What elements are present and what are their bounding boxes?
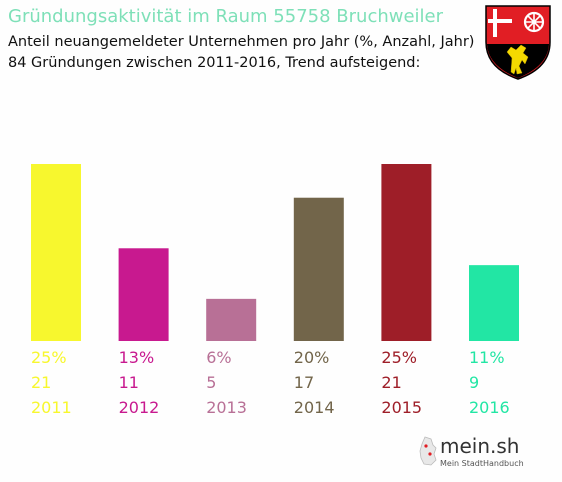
bar-year-label: 2013 bbox=[206, 398, 247, 417]
bar-2016 bbox=[469, 265, 519, 341]
brand-tagline: Mein StadtHandbuch bbox=[440, 459, 524, 468]
bar-year-label: 2016 bbox=[469, 398, 510, 417]
bar-count-label: 5 bbox=[206, 373, 217, 392]
bar-year-label: 2014 bbox=[293, 398, 335, 417]
bar-year-label: 2012 bbox=[118, 398, 160, 417]
bar-percent-label: 11% bbox=[469, 348, 505, 367]
bar-count-label: 21 bbox=[381, 373, 402, 392]
bar-2012 bbox=[118, 248, 169, 341]
bar-2013 bbox=[206, 298, 257, 341]
bar-2015 bbox=[381, 164, 432, 341]
brand-logo[interactable]: mein.sh Mein StadtHandbuch bbox=[418, 430, 528, 476]
chart-title: Gründungsaktivität im Raum 55758 Bruchwe… bbox=[8, 6, 444, 27]
bar-count-label: 21 bbox=[31, 373, 52, 392]
bar-percent-label: 13% bbox=[118, 348, 155, 367]
bar-percent-label: 25% bbox=[31, 348, 67, 367]
bar-percent-label: 20% bbox=[293, 348, 330, 367]
brand-name: mein.sh bbox=[440, 434, 520, 458]
coat-of-arms-icon bbox=[485, 5, 551, 80]
bar-year-label: 2015 bbox=[381, 398, 423, 417]
bar-year-label: 2011 bbox=[31, 398, 72, 417]
chart-summary: 84 Gründungen zwischen 2011-2016, Trend … bbox=[8, 55, 421, 71]
bar-percent-label: 25% bbox=[381, 348, 417, 367]
bar-2011 bbox=[31, 164, 81, 341]
bar-count-label: 9 bbox=[469, 373, 480, 392]
germany-map-icon bbox=[419, 436, 437, 466]
chart-subtitle: Anteil neuangemeldeter Unternehmen pro J… bbox=[8, 34, 475, 50]
bar-count-label: 11 bbox=[118, 373, 139, 392]
bar-percent-label: 6% bbox=[206, 348, 232, 367]
bar-count-label: 17 bbox=[293, 373, 315, 392]
bar-2014 bbox=[293, 197, 344, 341]
